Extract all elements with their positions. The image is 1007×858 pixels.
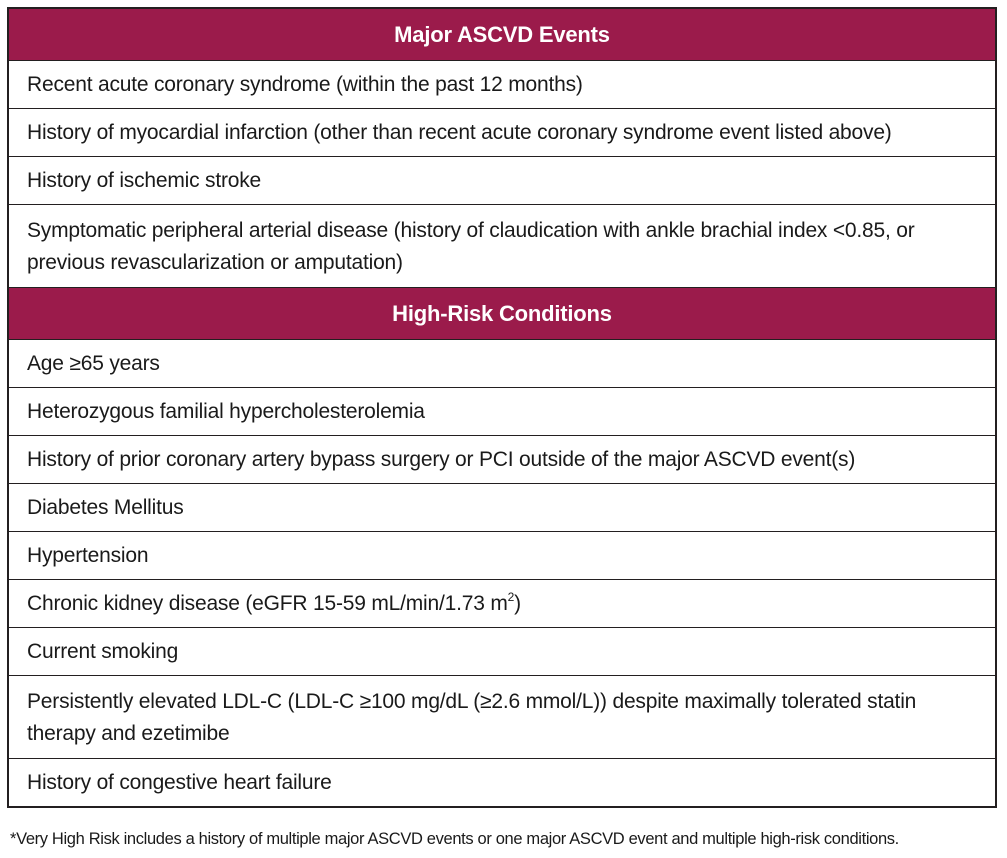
table-row: History of prior coronary artery bypass …	[9, 435, 995, 484]
section-header-label: Major ASCVD Events	[9, 9, 995, 61]
row-diabetes: Diabetes Mellitus	[9, 483, 995, 532]
row-recent-acs: Recent acute coronary syndrome (within t…	[9, 60, 995, 109]
row-hypertension: Hypertension	[9, 531, 995, 580]
table-row: Hypertension	[9, 531, 995, 580]
ckd-text: Chronic kidney disease (eGFR 15-59 mL/mi…	[27, 591, 508, 615]
table-row: History of ischemic stroke	[9, 156, 995, 205]
footnote: *Very High Risk includes a history of mu…	[10, 830, 899, 848]
risk-criteria-table: Major ASCVD Events Recent acute coronary…	[7, 7, 997, 808]
table-row: Heterozygous familial hypercholesterolem…	[9, 387, 995, 436]
row-age: Age ≥65 years	[9, 339, 995, 388]
row-chronic-kidney-disease: Chronic kidney disease (eGFR 15-59 mL/mi…	[9, 579, 995, 628]
row-familial-hypercholesterolemia: Heterozygous familial hypercholesterolem…	[9, 387, 995, 436]
table-row: Chronic kidney disease (eGFR 15-59 mL/mi…	[9, 579, 995, 628]
row-history-mi: History of myocardial infarction (other …	[9, 108, 995, 157]
row-peripheral-arterial-disease: Symptomatic peripheral arterial disease …	[9, 204, 995, 288]
ckd-superscript: 2	[507, 589, 515, 604]
table-row: History of congestive heart failure	[9, 758, 995, 806]
table-row: Diabetes Mellitus	[9, 483, 995, 532]
ckd-suffix: )	[514, 591, 521, 615]
section-header-major-ascvd-events: Major ASCVD Events	[9, 9, 995, 61]
row-ischemic-stroke: History of ischemic stroke	[9, 156, 995, 205]
table-row: Age ≥65 years	[9, 339, 995, 388]
section-header-label: High-Risk Conditions	[9, 287, 995, 340]
row-congestive-heart-failure: History of congestive heart failure	[9, 758, 995, 806]
table-row: Persistently elevated LDL-C (LDL-C ≥100 …	[9, 675, 995, 759]
criteria-table: Major ASCVD Events Recent acute coronary…	[9, 9, 995, 806]
table-row: Symptomatic peripheral arterial disease …	[9, 204, 995, 288]
table-row: History of myocardial infarction (other …	[9, 108, 995, 157]
table-row: Recent acute coronary syndrome (within t…	[9, 60, 995, 109]
section-header-high-risk-conditions: High-Risk Conditions	[9, 287, 995, 340]
row-elevated-ldl: Persistently elevated LDL-C (LDL-C ≥100 …	[9, 675, 995, 759]
row-current-smoking: Current smoking	[9, 627, 995, 676]
table-row: Current smoking	[9, 627, 995, 676]
row-prior-cabg-pci: History of prior coronary artery bypass …	[9, 435, 995, 484]
